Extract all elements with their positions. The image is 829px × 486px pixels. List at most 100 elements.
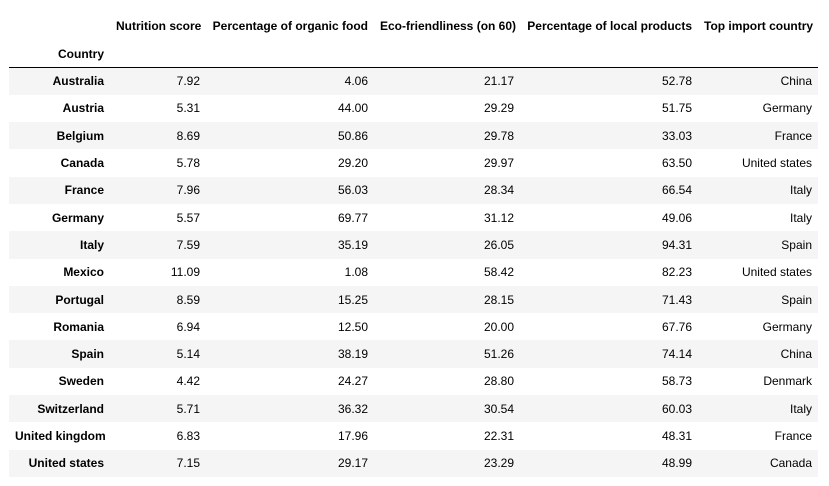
cell-organic-food: 69.77 [337,210,368,225]
row-label-country: Sweden [58,374,104,389]
cell-eco-friendliness: 28.34 [483,183,514,198]
index-header-country: Country [58,46,104,61]
table-row: Germany 5.57 69.77 31.12 49.06 Italy [9,204,818,231]
table-row: Portugal 8.59 15.25 28.15 71.43 Spain [9,285,818,314]
cell-eco-friendliness: 28.80 [483,374,514,389]
cell-nutrition-score: 11.09 [170,265,200,280]
table-header: Nutrition score Percentage of organic fo… [9,11,818,68]
cell-eco-friendliness: 30.54 [483,401,514,416]
cell-nutrition-score: 7.96 [176,183,200,198]
cell-eco-friendliness: 20.00 [483,319,514,334]
cell-organic-food: 12.50 [337,319,368,334]
country-food-table: Nutrition score Percentage of organic fo… [9,11,818,477]
cell-local-products: 49.06 [661,210,692,225]
table-row: Mexico 11.09 1.08 58.42 82.23 United states [9,259,818,286]
row-label-country: Portugal [55,292,104,307]
row-label-country: Italy [79,237,104,252]
table-row: Sweden 4.42 24.27 28.80 58.73 Denmark [9,368,818,395]
cell-nutrition-score: 7.15 [176,456,200,471]
row-label-country: France [64,183,104,198]
row-label-country: Belgium [56,128,104,143]
cell-nutrition-score: 8.59 [176,292,200,307]
row-label-country: Australia [52,74,104,89]
index-header-blank [110,40,206,68]
cell-local-products: 48.99 [661,456,692,471]
row-label-country: United kingdom [15,429,106,443]
cell-eco-friendliness: 51.26 [483,347,514,362]
cell-eco-friendliness: 58.42 [483,265,514,280]
column-header-row: Nutrition score Percentage of organic fo… [9,11,818,40]
column-header-organic-food: Percentage of organic food [212,18,368,33]
cell-local-products: 48.31 [661,429,692,443]
table-row: Belgium 8.69 50.86 29.78 33.03 France [9,122,818,150]
table-row: Italy 7.59 35.19 26.05 94.31 Spain [9,231,818,259]
cell-local-products: 52.78 [661,74,692,89]
cell-top-import-country: Germany [762,319,812,334]
cell-local-products: 60.03 [661,401,692,416]
cell-organic-food: 4.06 [344,74,368,89]
table-row: Romania 6.94 12.50 20.00 67.76 Germany [9,313,818,340]
cell-nutrition-score: 4.42 [176,374,200,389]
cell-eco-friendliness: 31.12 [483,210,514,225]
cell-top-import-country: France [774,128,812,143]
row-label-country: Austria [62,101,104,116]
table-row: France 7.96 56.03 28.34 66.54 Italy [9,176,818,204]
index-header-blank [374,40,520,68]
cell-top-import-country: United states [741,265,812,280]
cell-nutrition-score: 7.59 [176,237,200,252]
cell-nutrition-score: 5.71 [176,401,200,416]
cell-organic-food: 44.00 [337,101,368,116]
cell-local-products: 71.43 [661,292,692,307]
header-corner [9,11,110,40]
cell-organic-food: 15.25 [337,292,368,307]
cell-local-products: 66.54 [661,183,692,198]
table-row: Austria 5.31 44.00 29.29 51.75 Germany [9,95,818,122]
index-header-blank [206,40,374,68]
index-header-blank [698,40,818,68]
cell-organic-food: 24.27 [337,374,368,389]
table-row: Spain 5.14 38.19 51.26 74.14 China [9,340,818,368]
cell-organic-food: 35.19 [337,237,368,252]
row-label-country: Spain [71,347,104,362]
cell-top-import-country: China [780,74,812,89]
cell-top-import-country: Italy [789,210,812,225]
column-header-top-import-country: Top import country [704,18,814,33]
cell-eco-friendliness: 21.17 [483,74,514,89]
cell-organic-food: 29.20 [337,156,368,171]
cell-nutrition-score: 6.94 [176,319,200,334]
table-row: United kingdom 6.83 17.96 22.31 48.31 France [9,422,818,449]
row-label-country: United states [28,456,104,471]
cell-eco-friendliness: 29.78 [483,128,514,143]
cell-local-products: 94.31 [661,237,692,252]
column-header-eco-friendliness: Eco-friendliness (on 60) [380,18,517,33]
row-label-country: Switzerland [37,401,104,416]
cell-nutrition-score: 5.78 [176,156,200,171]
cell-organic-food: 1.08 [344,265,368,280]
column-header-local-products: Percentage of local products [527,18,692,33]
table-row: United states 7.15 29.17 23.29 48.99 Canada [9,449,818,477]
cell-top-import-country: United states [741,156,812,171]
cell-nutrition-score: 5.57 [176,210,200,225]
cell-top-import-country: Italy [789,401,812,416]
cell-organic-food: 29.17 [337,456,368,471]
cell-local-products: 33.03 [661,128,692,143]
cell-top-import-country: China [780,347,812,362]
cell-top-import-country: Spain [781,237,812,252]
cell-eco-friendliness: 29.97 [483,156,514,171]
cell-local-products: 67.76 [661,319,692,334]
cell-organic-food: 36.32 [337,401,368,416]
row-label-country: Germany [51,210,104,225]
index-header-blank [520,40,698,68]
cell-eco-friendliness: 23.29 [483,456,514,471]
cell-organic-food: 17.96 [337,429,368,443]
table-row: Canada 5.78 29.20 29.97 63.50 United states [9,149,818,176]
cell-eco-friendliness: 29.29 [483,101,514,116]
table-body: Australia 7.92 4.06 21.17 52.78 China Austria 5… [9,67,818,477]
cell-top-import-country: Spain [781,292,812,307]
cell-organic-food: 50.86 [337,128,368,143]
cell-nutrition-score: 7.92 [176,74,200,89]
cell-nutrition-score: 5.14 [176,347,200,362]
cell-top-import-country: France [774,429,812,443]
cell-top-import-country: Denmark [763,374,812,389]
